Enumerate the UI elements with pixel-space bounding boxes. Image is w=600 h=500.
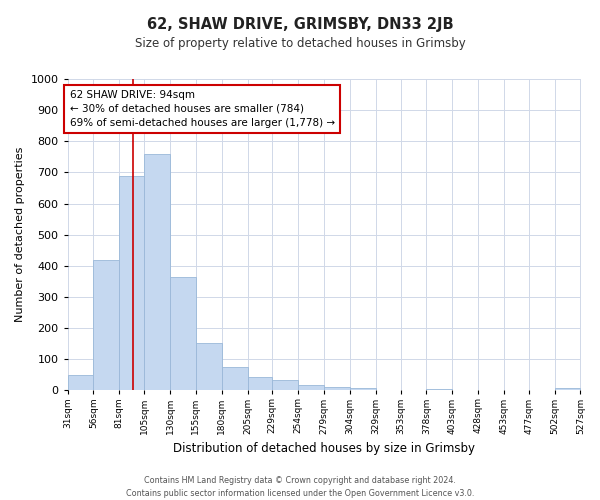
Bar [554,388,580,390]
Bar [350,388,376,390]
Bar [170,276,196,390]
Y-axis label: Number of detached properties: Number of detached properties [15,147,25,322]
X-axis label: Distribution of detached houses by size in Grimsby: Distribution of detached houses by size … [173,442,475,455]
Bar [298,384,324,390]
Bar [221,367,248,390]
Text: 62 SHAW DRIVE: 94sqm
← 30% of detached houses are smaller (784)
69% of semi-deta: 62 SHAW DRIVE: 94sqm ← 30% of detached h… [70,90,335,128]
Bar [68,375,94,390]
Bar [272,380,298,390]
Text: 62, SHAW DRIVE, GRIMSBY, DN33 2JB: 62, SHAW DRIVE, GRIMSBY, DN33 2JB [146,18,454,32]
Text: Size of property relative to detached houses in Grimsby: Size of property relative to detached ho… [134,38,466,51]
Bar [324,387,350,390]
Text: Contains HM Land Registry data © Crown copyright and database right 2024.
Contai: Contains HM Land Registry data © Crown c… [126,476,474,498]
Bar [427,389,452,390]
Bar [248,378,272,390]
Bar [119,176,144,390]
Bar [94,260,119,390]
Bar [144,154,170,390]
Bar [196,342,221,390]
